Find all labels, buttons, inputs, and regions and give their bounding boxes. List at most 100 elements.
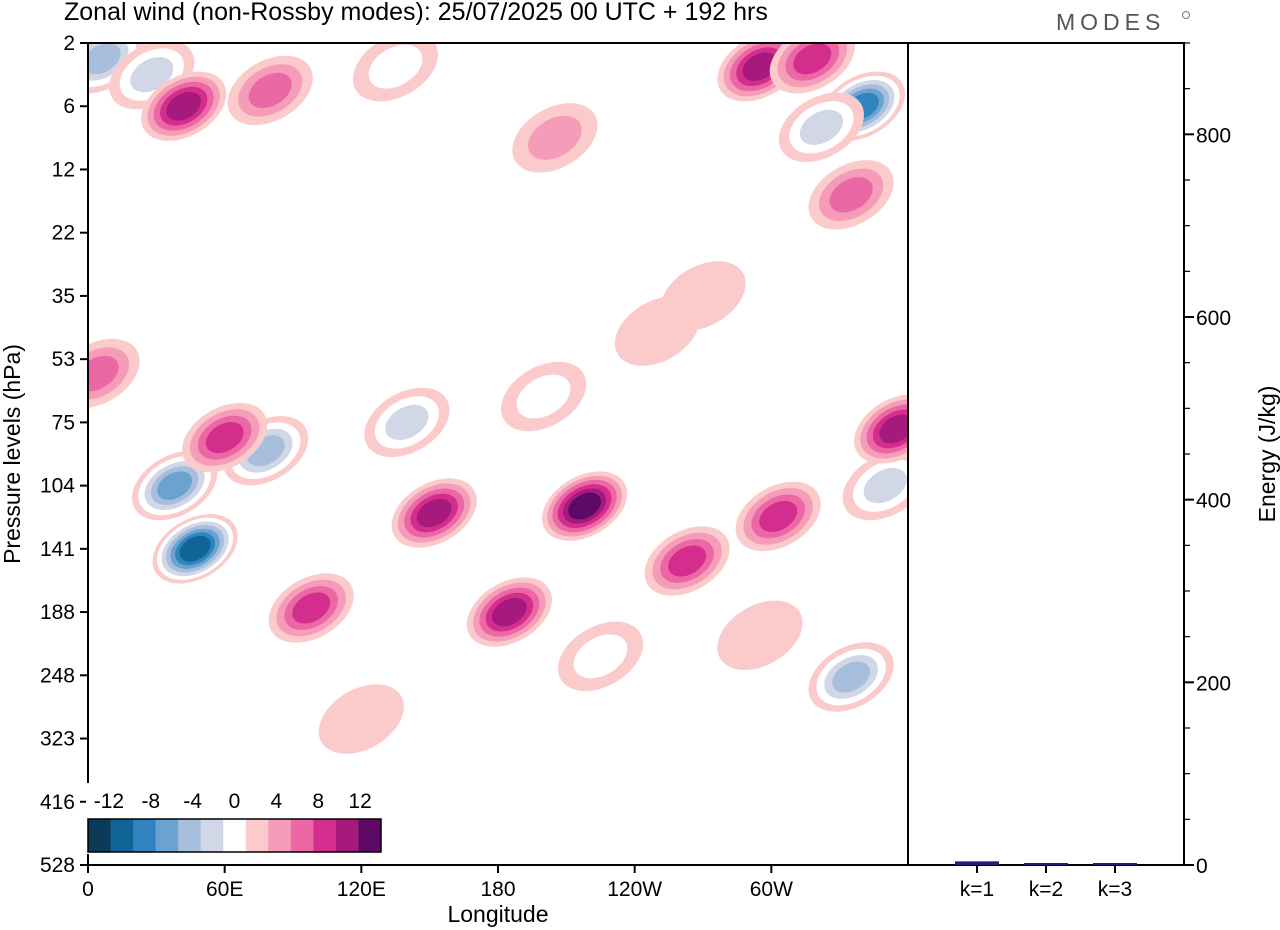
y-tick-label: 323 (40, 728, 75, 751)
contour-level (528, 115, 582, 160)
wind-anomaly-12 (842, 450, 908, 521)
wind-anomaly-26 (466, 577, 552, 647)
x-tick-label: 180 (480, 878, 515, 901)
y-tick-label: 528 (40, 854, 75, 877)
energy-tick-label: 600 (1196, 307, 1231, 330)
colorbar-tick-label: -8 (141, 790, 160, 813)
brand-logo: MODES (1056, 9, 1166, 35)
y-tick-label: 22 (52, 222, 75, 245)
energy-axis-title: Energy (J/kg) (1254, 386, 1280, 523)
colorbar-swatch (245, 819, 269, 852)
contour-level (88, 355, 119, 392)
wind-anomaly-22 (88, 338, 140, 409)
y-tick-label: 141 (40, 538, 75, 561)
heatmap-layer (88, 43, 908, 754)
y-tick-label: 104 (40, 475, 75, 498)
wind-anomaly-31 (660, 261, 746, 331)
wind-anomaly-24 (268, 573, 354, 643)
colorbar-swatch (290, 819, 314, 852)
colorbar-swatch (133, 819, 157, 852)
wind-anomaly-11 (808, 642, 894, 712)
energy-tick-label: 800 (1196, 124, 1231, 147)
x-tick-label: 60W (750, 878, 793, 901)
y-tick-label: 416 (40, 791, 75, 814)
colorbar-swatch (313, 819, 337, 852)
wind-anomaly-21 (808, 160, 894, 230)
contour-level (759, 500, 798, 532)
contour-level (829, 177, 873, 213)
energy-bar-k=2 (1024, 863, 1068, 865)
energy-tick-label: 400 (1196, 490, 1231, 513)
contour-level (879, 414, 908, 444)
colorbar-frame (87, 818, 382, 853)
colorbar-swatch (358, 819, 382, 852)
energy-bar-k=1 (955, 861, 999, 865)
y-tick-label: 2 (63, 32, 75, 55)
contour-level (292, 592, 331, 624)
energy-tick-label: 0 (1196, 855, 1208, 878)
contour-level (385, 404, 429, 441)
wind-anomaly-3 (364, 387, 450, 458)
colorbar-tick-label: 4 (271, 790, 283, 813)
contour-level (660, 261, 746, 331)
x-tick-label: 120W (607, 878, 662, 901)
energy-category-label: k=1 (960, 878, 994, 901)
energy-category-label: k=2 (1029, 878, 1063, 901)
energy-bars: k=1 k=2 k=3 (955, 861, 1137, 901)
wind-anomaly-15 (318, 684, 404, 754)
energy-frame (907, 42, 1185, 866)
contour-level (793, 43, 832, 75)
y-tick-label: 188 (40, 601, 75, 624)
contour-level (832, 661, 871, 693)
colorbar-tick-label: 12 (348, 790, 371, 813)
energy-category-label: k=3 (1098, 878, 1132, 901)
contour-level (88, 43, 121, 75)
contour-level (491, 597, 527, 627)
colorbar-swatch (178, 819, 202, 852)
contour-level (416, 498, 452, 528)
wind-anomaly-10 (778, 92, 864, 162)
contour-level (568, 492, 602, 520)
y-tick-label: 6 (63, 95, 75, 118)
energy-tick-label: 200 (1196, 672, 1231, 695)
colorbar-swatch (268, 819, 292, 852)
contour-level (368, 44, 423, 89)
wind-anomaly-17 (227, 55, 313, 126)
colorbar-tick-label: -4 (183, 790, 202, 813)
wind-anomaly-23 (182, 402, 268, 473)
y-tick-label: 12 (52, 158, 75, 181)
contour-level (248, 72, 292, 109)
contour-level (166, 91, 202, 121)
colorbar-swatch (200, 819, 224, 852)
contour-level (157, 471, 193, 500)
y-tick-label: 53 (52, 348, 75, 371)
wind-anomaly-27 (542, 471, 628, 541)
colorbar-tick-label: 0 (229, 790, 241, 813)
contour-level (573, 634, 628, 679)
y-tick-label: 248 (40, 664, 75, 687)
contour-level (179, 536, 211, 562)
y-tick-label: 75 (52, 411, 75, 434)
wind-anomaly-14 (717, 600, 803, 670)
wind-anomaly-18 (512, 103, 598, 173)
registered-mark-icon (1182, 11, 1190, 19)
wind-anomaly-29 (735, 481, 821, 552)
wind-anomaly-16 (141, 71, 227, 141)
x-tick-label: 120E (337, 878, 386, 901)
colorbar-tick-label: 8 (312, 790, 324, 813)
wind-anomaly-13 (557, 621, 644, 691)
y-tick-label: 35 (52, 285, 75, 308)
wind-anomaly-4 (501, 361, 587, 432)
wind-anomaly-25 (391, 478, 477, 548)
contour-level (717, 600, 803, 670)
x-axis-title: Longitude (447, 901, 548, 927)
wind-anomaly-8 (352, 43, 439, 102)
wind-anomaly-30 (854, 394, 908, 464)
wind-anomaly-20 (769, 43, 855, 94)
contour-level (318, 684, 404, 754)
colorbar-tick-label: -12 (94, 790, 124, 813)
contour-level (668, 545, 707, 577)
contour-level (799, 109, 843, 145)
